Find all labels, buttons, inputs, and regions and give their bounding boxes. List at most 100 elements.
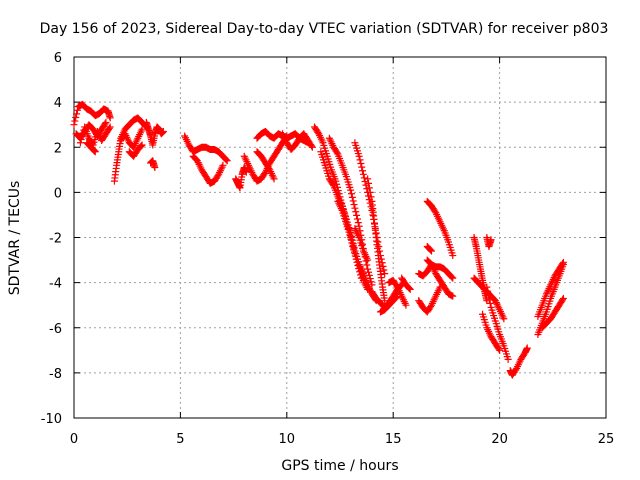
data-point	[91, 148, 99, 156]
series-arc-22	[364, 175, 389, 305]
data-point	[406, 285, 414, 293]
data-point	[219, 161, 227, 169]
data-point	[159, 127, 167, 135]
series-arc-30	[415, 261, 457, 300]
data-point	[355, 152, 363, 160]
data-point	[355, 222, 363, 230]
data-point	[270, 175, 278, 183]
x-tick-label: 15	[385, 432, 402, 447]
data-point	[393, 293, 401, 301]
data-point	[483, 283, 491, 291]
data-point	[428, 247, 436, 255]
data-point	[138, 141, 146, 149]
series-arc-23	[351, 224, 372, 264]
series-arc-01	[70, 100, 114, 129]
x-axis-label: GPS time / hours	[281, 458, 398, 474]
data-point	[223, 157, 231, 165]
series-arc-38	[506, 344, 531, 379]
data-point	[214, 172, 222, 180]
data-point	[449, 274, 457, 282]
data-point	[73, 110, 81, 118]
data-point	[333, 149, 341, 157]
y-tick-label: 4	[54, 96, 62, 111]
data-point	[436, 283, 444, 291]
data-point	[512, 366, 520, 374]
data-point	[354, 219, 362, 227]
y-tick-label: 6	[54, 51, 62, 66]
series-arc-07	[125, 141, 146, 160]
data-point	[364, 256, 372, 264]
data-point	[352, 208, 360, 216]
data-point	[358, 163, 366, 171]
series-arc-28	[423, 197, 457, 260]
data-point	[353, 211, 361, 219]
series-arc-36	[479, 310, 504, 354]
series-arc-26	[385, 276, 410, 309]
data-point	[222, 156, 230, 164]
data-point	[449, 252, 457, 260]
data-point	[76, 139, 84, 147]
series-arc-15	[253, 148, 278, 183]
data-point	[523, 344, 531, 352]
data-point	[367, 193, 375, 201]
data-point	[329, 180, 337, 188]
data-point	[138, 125, 146, 133]
data-point	[485, 291, 493, 299]
series-arc-04	[83, 139, 99, 156]
y-tick-label: 2	[54, 141, 62, 156]
series-arc-41	[538, 294, 567, 332]
y-tick-label: -8	[49, 367, 62, 382]
data-point	[365, 184, 373, 192]
x-tick-label: 0	[70, 432, 78, 447]
data-point	[106, 114, 114, 122]
data-point	[349, 197, 357, 205]
data-point	[356, 156, 364, 164]
data-point	[559, 294, 567, 302]
data-point	[347, 190, 355, 198]
axis-ticks: 0 5 10 15 20 25 -10 -8 -6 -4 -2 0 2 4 6	[41, 51, 615, 447]
y-tick-label: -6	[49, 322, 62, 337]
y-tick-label: -2	[49, 232, 62, 247]
data-point	[427, 303, 435, 311]
data-point	[314, 128, 322, 136]
series-arc-19	[325, 134, 376, 289]
series-arc-27	[398, 274, 414, 293]
data-point	[347, 186, 355, 194]
data-point	[353, 215, 361, 223]
data-point	[448, 273, 456, 281]
data-point	[405, 284, 413, 292]
data-point	[261, 169, 269, 177]
data-point	[427, 246, 435, 254]
data-point	[151, 164, 159, 172]
data-point	[484, 287, 492, 295]
chart-title: Day 156 of 2023, Sidereal Day-to-day VTE…	[40, 21, 609, 37]
y-tick-label: -10	[41, 412, 62, 427]
series-arc-16	[279, 130, 316, 154]
series-arc-08	[142, 118, 167, 149]
series-arc-11	[189, 152, 227, 187]
data-point	[366, 188, 374, 196]
data-point	[449, 292, 457, 300]
series-arc-32	[423, 243, 436, 255]
x-tick-label: 5	[176, 432, 184, 447]
data-point	[359, 167, 367, 175]
series-arc-12	[232, 164, 250, 192]
data-point	[496, 346, 504, 354]
data-point	[357, 159, 365, 167]
series-arc-25	[376, 292, 401, 316]
data-point	[307, 142, 315, 150]
data-point	[431, 207, 439, 215]
y-tick-label: 0	[54, 186, 62, 201]
data-point	[137, 142, 145, 150]
data-point	[486, 299, 494, 307]
data-point	[381, 270, 389, 278]
data-point	[105, 124, 113, 132]
series-arc-40	[534, 258, 567, 320]
x-tick-label: 10	[279, 432, 296, 447]
data-point	[495, 345, 503, 353]
data-point	[559, 296, 567, 304]
series-arc-37	[483, 234, 495, 251]
series-arc-34	[470, 274, 508, 323]
grid	[74, 57, 606, 418]
